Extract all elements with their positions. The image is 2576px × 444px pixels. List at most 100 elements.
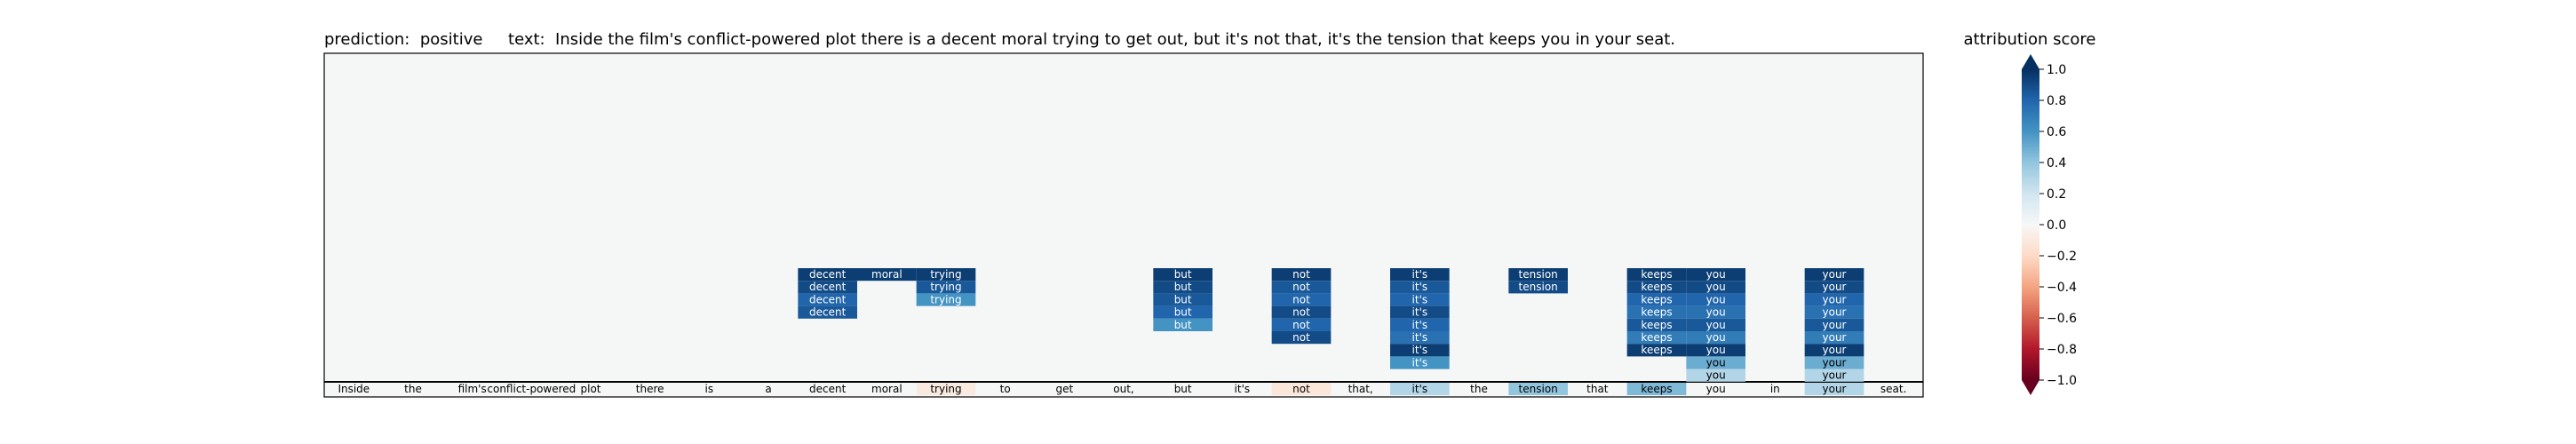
token-score-cell xyxy=(1271,383,1332,395)
heatmap-cell-label: trying xyxy=(930,268,961,281)
heatmap-cell xyxy=(1686,369,1745,382)
heatmap-cell xyxy=(1153,268,1212,281)
heatmap-cell-label: it's xyxy=(1412,306,1428,319)
token-label: it's xyxy=(1412,383,1428,395)
heatmap-cell xyxy=(798,268,857,281)
heatmap-cell-label: not xyxy=(1292,331,1310,344)
heatmap-cell-label: it's xyxy=(1412,356,1428,369)
heatmap-cell-label: your xyxy=(1823,356,1847,369)
token-label: trying xyxy=(930,383,961,395)
heatmap-cell-label: but xyxy=(1174,281,1192,293)
colorbar-title: attribution score xyxy=(1963,30,2096,49)
heatmap-cell xyxy=(1390,344,1450,357)
heatmap-cell xyxy=(1390,268,1450,281)
heatmap-cell-label: keeps xyxy=(1641,268,1672,281)
heatmap-cell xyxy=(1153,281,1212,294)
heatmap-cell xyxy=(1686,318,1745,331)
heatmap-cell-label: not xyxy=(1292,268,1310,281)
heatmap-cell xyxy=(916,268,976,281)
heatmap-cell xyxy=(1626,305,1687,319)
heatmap-cell-label: you xyxy=(1706,293,1726,305)
heatmap-cell-label: not xyxy=(1292,319,1310,331)
heatmap-cell-label: you xyxy=(1706,369,1726,382)
colorbar-tick-label: 1.0 xyxy=(2047,63,2066,77)
heatmap-cell xyxy=(1626,293,1687,306)
colorbar-tick-label: 0.8 xyxy=(2047,94,2066,108)
heatmap-cell-label: your xyxy=(1823,319,1847,331)
token-score-cell xyxy=(1804,383,1864,395)
heatmap-cell xyxy=(1804,344,1864,357)
heatmap-cell-label: not xyxy=(1292,281,1310,293)
token-score-cell xyxy=(1626,383,1687,395)
token-label: but xyxy=(1174,383,1192,395)
token-label: that, xyxy=(1348,383,1373,395)
heatmap-cell-label: decent xyxy=(809,281,847,293)
heatmap-cell-label: trying xyxy=(930,281,961,293)
token-label: is xyxy=(705,383,714,395)
colorbar-max-arrow xyxy=(2022,54,2039,69)
heatmap-cell xyxy=(1390,356,1450,369)
heatmap-cell-label: moral xyxy=(871,268,902,281)
heatmap-cell xyxy=(1686,268,1745,281)
heatmap-cell-label: but xyxy=(1174,293,1192,305)
heatmap-cell-label: but xyxy=(1174,319,1192,331)
heatmap-cell-label: keeps xyxy=(1641,344,1672,356)
heatmap-cell-label: it's xyxy=(1412,319,1428,331)
token-label: Inside xyxy=(338,383,370,395)
heatmap-cell xyxy=(1390,281,1450,294)
heatmap-cell-label: your xyxy=(1823,281,1847,293)
heatmap-cell-label: decent xyxy=(809,268,847,281)
colorbar-tick-label: 0.0 xyxy=(2047,218,2066,233)
heatmap-cell-label: it's xyxy=(1412,344,1428,356)
token-label: a xyxy=(765,383,771,395)
heatmap-cell-label: keeps xyxy=(1641,319,1672,331)
heatmap-cell-label: keeps xyxy=(1641,281,1672,293)
heatmap-cell xyxy=(1390,331,1450,345)
heatmap-cell xyxy=(916,281,976,294)
heatmap-cell-label: keeps xyxy=(1641,331,1672,344)
token-label: to xyxy=(1000,383,1011,395)
heatmap-cell xyxy=(1626,331,1687,345)
heatmap-cell xyxy=(1804,293,1864,306)
heatmap-cell-label: you xyxy=(1706,319,1726,331)
heatmap-cell xyxy=(1804,318,1864,331)
token-label: not xyxy=(1292,383,1310,395)
heatmap-cell xyxy=(1153,318,1212,331)
heatmap-cell xyxy=(1508,281,1568,294)
heatmap-cell xyxy=(1686,281,1745,294)
token-label: seat. xyxy=(1880,383,1907,395)
token-label: your xyxy=(1823,383,1847,395)
heatmap-cell-label: tension xyxy=(1519,281,1558,293)
heatmap-cell xyxy=(1271,331,1332,345)
token-label: in xyxy=(1770,383,1780,395)
heatmap-cell-label: decent xyxy=(809,306,847,319)
chart-title: prediction: positive text: Inside the fi… xyxy=(324,30,1676,49)
token-label: conflict-powered xyxy=(487,383,576,395)
heatmap-cell xyxy=(1686,305,1745,319)
colorbar-tick-label: −1.0 xyxy=(2047,374,2077,388)
colorbar xyxy=(2022,69,2039,380)
heatmap-cell xyxy=(1390,318,1450,331)
token-label: that xyxy=(1586,383,1609,395)
heatmap-cell-label: your xyxy=(1823,344,1847,356)
heatmap-cell-label: it's xyxy=(1412,293,1428,305)
heatmap-cell xyxy=(1804,268,1864,281)
heatmap-cell-label: you xyxy=(1706,268,1726,281)
heatmap-cell xyxy=(1686,293,1745,306)
colorbar-tick-label: −0.4 xyxy=(2047,281,2077,295)
heatmap-cell-label: not xyxy=(1292,306,1310,319)
heatmap-cell xyxy=(1804,305,1864,319)
token-score-cell xyxy=(1508,383,1568,395)
heatmap-cell-label: you xyxy=(1706,344,1726,356)
heatmap-cell-label: decent xyxy=(809,293,847,305)
token-label: film's xyxy=(458,383,487,395)
heatmap-cell xyxy=(1804,281,1864,294)
heatmap-cell-label: but xyxy=(1174,306,1192,319)
heatmap-cell-label: it's xyxy=(1412,268,1428,281)
heatmap-cell xyxy=(798,281,857,294)
heatmap-cell xyxy=(857,268,917,281)
heatmap-cell xyxy=(1804,331,1864,345)
heatmap-cell xyxy=(1686,356,1745,369)
heatmap-cell-label: you xyxy=(1706,281,1726,293)
